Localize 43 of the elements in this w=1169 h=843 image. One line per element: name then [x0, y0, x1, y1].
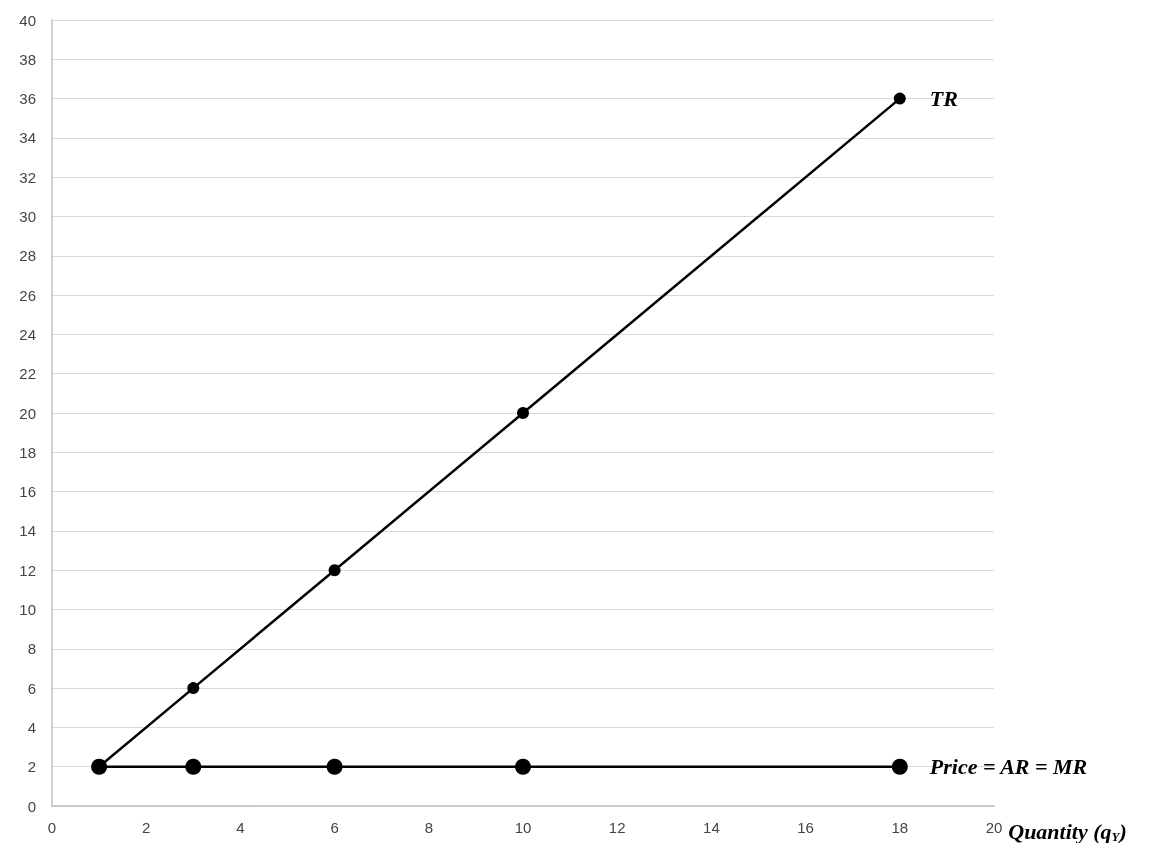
y-tick-label: 32 — [19, 168, 36, 186]
x-tick-label: 6 — [330, 819, 339, 836]
x-tick-label: 4 — [236, 819, 245, 836]
y-tick-label: 18 — [19, 443, 36, 461]
y-tick-label: 28 — [19, 247, 36, 265]
point — [185, 758, 202, 775]
x-tick-label: 20 — [985, 819, 1003, 836]
series-label: Price = AR = MR — [928, 754, 1088, 780]
x-axis-title: Quantity (qY) — [1008, 819, 1127, 843]
y-tick-label: 24 — [19, 325, 36, 343]
y-tick-label: 22 — [19, 365, 36, 383]
point — [517, 407, 529, 419]
y-tick-label: 40 — [19, 11, 36, 29]
point — [515, 758, 531, 775]
y-tick-label: 10 — [19, 601, 36, 618]
point — [187, 682, 200, 695]
y-tick-label: 14 — [19, 522, 36, 540]
point — [326, 758, 343, 775]
y-tick-label: 34 — [19, 129, 36, 147]
y-tick-label: 4 — [27, 718, 36, 736]
y-tick-label: 20 — [19, 404, 36, 422]
x-tick-label: 0 — [47, 819, 57, 836]
y-tick-label: 8 — [27, 640, 36, 658]
point — [891, 758, 908, 775]
y-tick-label: 26 — [19, 286, 36, 304]
x-tick-label: 12 — [608, 819, 626, 836]
x-tick-label: 2 — [142, 819, 151, 836]
y-tick-label: 30 — [19, 208, 36, 225]
point — [893, 92, 906, 105]
point — [328, 564, 341, 577]
y-tick-label: 2 — [27, 758, 36, 776]
x-tick-label: 18 — [891, 819, 909, 836]
x-tick-label: 16 — [797, 819, 814, 836]
series-label: TR — [929, 86, 958, 112]
x-tick-label: 8 — [424, 819, 433, 836]
x-tick-label: 14 — [703, 819, 720, 836]
y-tick-label: 0 — [27, 797, 36, 815]
x-tick-label: 10 — [514, 819, 532, 836]
y-tick-label: 6 — [27, 679, 36, 697]
y-tick-label: 16 — [19, 483, 36, 501]
y-tick-label: 36 — [19, 90, 36, 108]
y-tick-label: 12 — [19, 561, 36, 579]
y-tick-label: 38 — [19, 50, 36, 68]
